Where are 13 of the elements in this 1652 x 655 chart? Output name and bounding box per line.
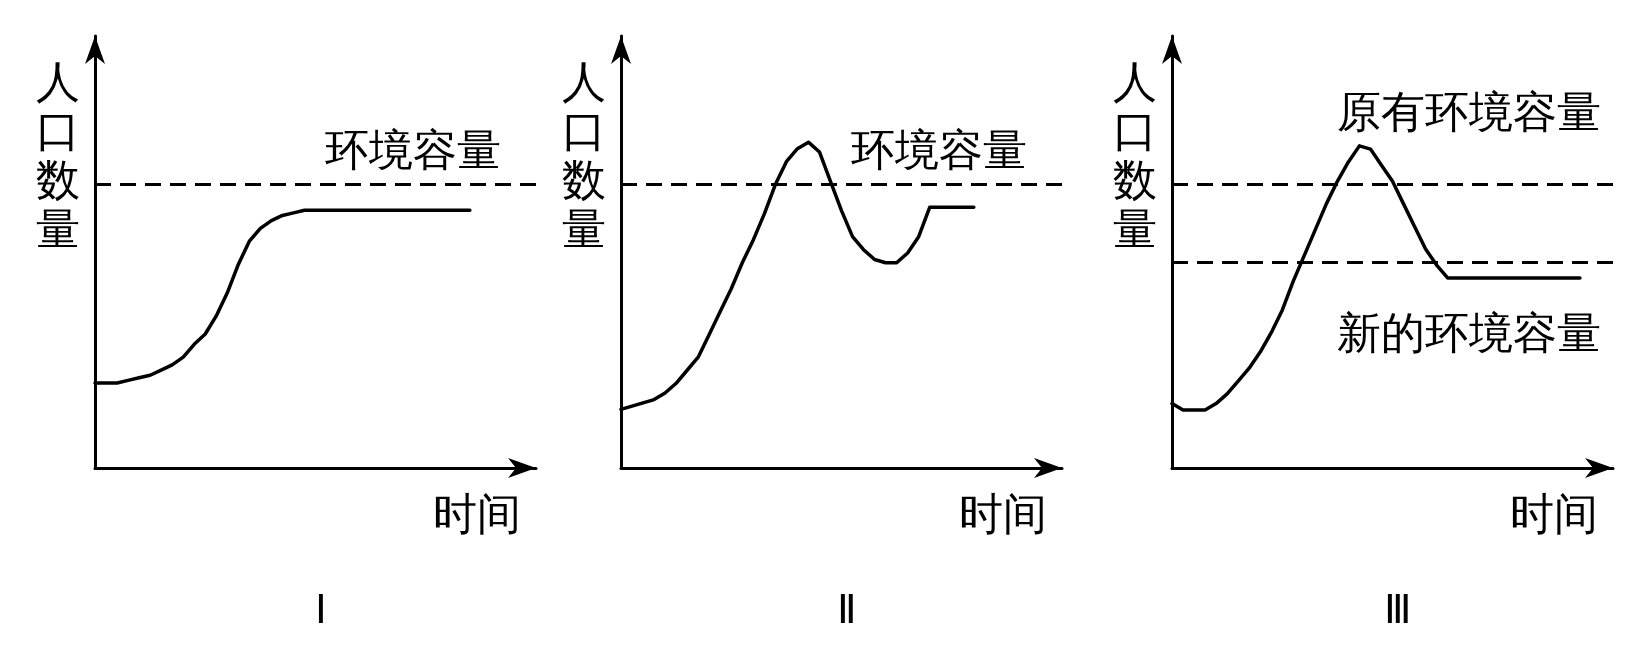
- x-axis-title: 时间: [1510, 489, 1598, 539]
- ref-line-label: 环境容量: [851, 126, 1027, 176]
- ref-line-label: 新的环境容量: [1337, 309, 1601, 359]
- text: Ⅲ: [1383, 586, 1412, 632]
- ref-line-label: 原有环境容量: [1337, 88, 1601, 138]
- y-axis-title: 人口数量: [562, 58, 607, 254]
- ref-line-label: 环境容量: [325, 126, 501, 176]
- y-axis-title: 人口数量: [1113, 58, 1158, 254]
- y-axis-title: 人口数量: [36, 58, 81, 254]
- text: Ⅱ: [836, 586, 857, 632]
- x-axis-title: 时间: [959, 489, 1047, 539]
- text: Ⅰ: [314, 586, 327, 632]
- x-axis-title: 时间: [433, 489, 521, 539]
